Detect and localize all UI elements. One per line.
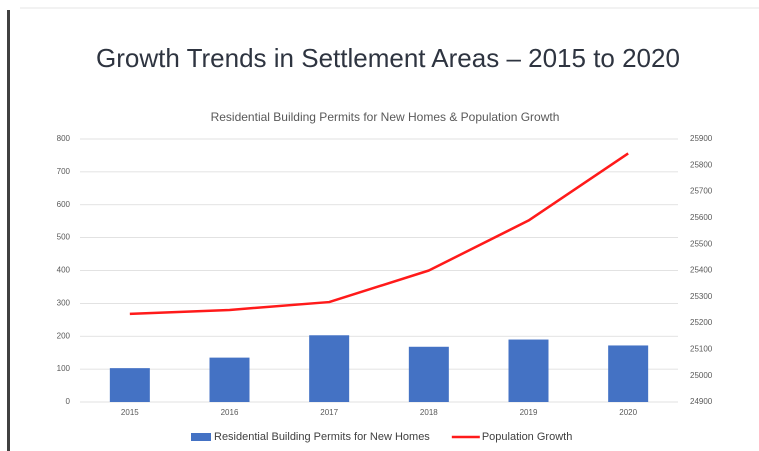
x-tick-label: 2018 <box>420 408 438 417</box>
legend-swatch <box>191 433 211 441</box>
bar <box>408 346 449 402</box>
legend-label: Population Growth <box>482 431 573 443</box>
left-border <box>7 10 10 451</box>
y2-tick-label: 25500 <box>690 239 713 248</box>
x-tick-label: 2015 <box>121 408 139 417</box>
bar <box>209 357 250 402</box>
bar <box>109 368 150 402</box>
slide-title: Growth Trends in Settlement Areas – 2015… <box>96 43 680 73</box>
x-tick-label: 2017 <box>320 408 338 417</box>
y-tick-label: 0 <box>66 397 71 406</box>
line <box>129 152 629 316</box>
y2-tick-label: 24900 <box>690 397 713 406</box>
y-tick-label: 100 <box>57 364 71 373</box>
y2-tick-label: 25100 <box>690 345 713 354</box>
bar <box>309 335 350 402</box>
y-tick-label: 600 <box>57 200 71 209</box>
y-tick-label: 300 <box>57 298 71 307</box>
y2-tick-label: 25800 <box>690 160 713 169</box>
x-tick-label: 2019 <box>520 408 538 417</box>
x-tick-label: 2016 <box>221 408 239 417</box>
y-tick-label: 800 <box>57 134 71 143</box>
y2-tick-label: 25600 <box>690 213 713 222</box>
legend-label: Residential Building Permits for New Hom… <box>214 431 430 443</box>
chart-title: Residential Building Permits for New Hom… <box>211 110 560 124</box>
y2-tick-label: 25700 <box>690 187 713 196</box>
y2-tick-label: 25200 <box>690 318 713 327</box>
x-tick-label: 2020 <box>619 408 637 417</box>
y-tick-label: 500 <box>57 233 71 242</box>
y2-tick-label: 25400 <box>690 266 713 275</box>
y-tick-label: 700 <box>57 167 71 176</box>
y-tick-label: 400 <box>57 266 71 275</box>
y2-tick-label: 25000 <box>690 371 713 380</box>
y2-tick-label: 25900 <box>690 134 713 143</box>
y-tick-label: 200 <box>57 331 71 340</box>
bar <box>508 339 549 402</box>
y2-tick-label: 25300 <box>690 292 713 301</box>
bar <box>608 345 649 402</box>
